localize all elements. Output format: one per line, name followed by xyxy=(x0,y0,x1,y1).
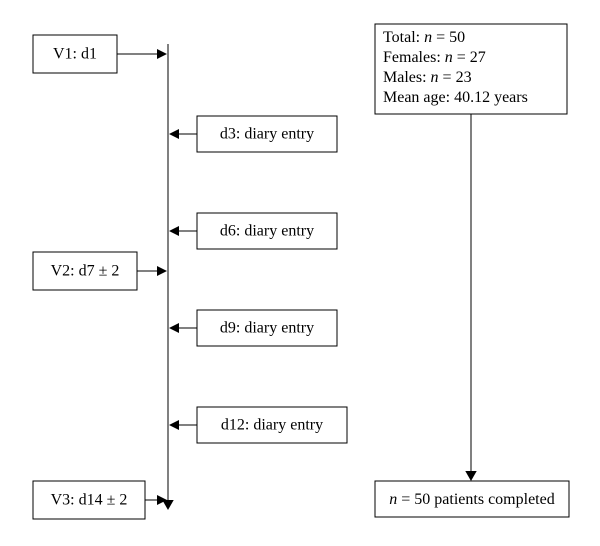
visit-label-v2: V2: d7 ± 2 xyxy=(51,263,120,280)
diary-arrowhead-de1 xyxy=(169,129,179,139)
diary-label-de1: d3: diary entry xyxy=(220,126,314,143)
visit-label-v1: V1: d1 xyxy=(53,46,97,63)
diary-label-de2: d6: diary entry xyxy=(220,223,314,240)
diary-label-de4: d12: diary entry xyxy=(221,417,323,434)
visit-label-v3: V3: d14 ± 2 xyxy=(51,492,128,509)
info-line-2: Males: n = 23 xyxy=(383,69,472,86)
diary-arrowhead-de2 xyxy=(169,226,179,236)
visit-arrowhead-v2 xyxy=(157,266,167,276)
info-line-3: Mean age: 40.12 years xyxy=(383,89,528,106)
visit-arrowhead-v1 xyxy=(157,49,167,59)
diary-label-de3: d9: diary entry xyxy=(220,320,314,337)
info-line-0: Total: n = 50 xyxy=(383,29,465,46)
diary-arrowhead-de3 xyxy=(169,323,179,333)
info-line-1: Females: n = 27 xyxy=(383,49,486,66)
diary-arrowhead-de4 xyxy=(169,420,179,430)
flowchart-diagram: V1: d1 V2: d7 ± 2 V3: d14 ± 2 d3: diary en… xyxy=(0,0,600,546)
completion-label: n = 50 patients completed xyxy=(389,491,554,508)
info-arrowhead xyxy=(465,471,476,481)
